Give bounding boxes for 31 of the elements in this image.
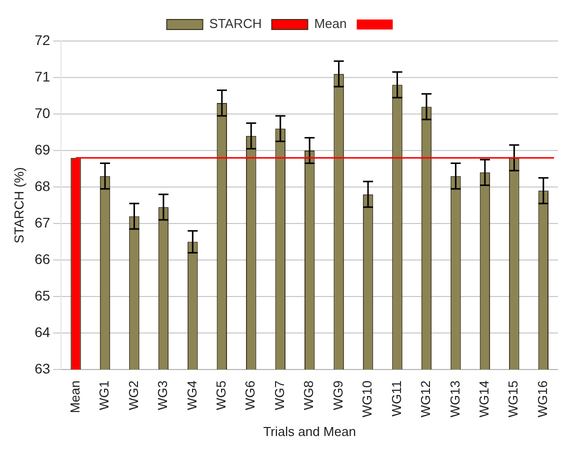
x-tick-label: WG4 bbox=[184, 380, 200, 410]
y-tick-label: 65 bbox=[34, 287, 50, 304]
x-tick-label: WG12 bbox=[418, 380, 434, 418]
x-tick-label: WG6 bbox=[242, 380, 258, 410]
y-tick-label: 63 bbox=[34, 360, 50, 376]
legend-label: STARCH bbox=[209, 16, 262, 32]
y-tick-label: 71 bbox=[34, 68, 50, 84]
x-tick-label: Mean bbox=[67, 380, 82, 414]
y-tick-label: 64 bbox=[34, 324, 50, 340]
x-tick-label: WG15 bbox=[506, 380, 521, 418]
x-tick-label: WG5 bbox=[213, 380, 228, 410]
y-tick-label: 67 bbox=[34, 214, 50, 230]
x-tick-label: WG8 bbox=[301, 380, 316, 410]
x-tick-label: WG2 bbox=[126, 380, 141, 410]
y-tick-label: 69 bbox=[34, 141, 50, 158]
x-tick-label: WG13 bbox=[447, 380, 462, 418]
x-tick-label: WG7 bbox=[272, 380, 287, 410]
x-tick-label: WG3 bbox=[155, 380, 170, 410]
x-tick-label: WG1 bbox=[96, 380, 112, 410]
y-axis-title: STARCH (%) bbox=[11, 167, 26, 244]
x-tick-label: WG10 bbox=[360, 380, 375, 418]
x-tick-label: WG16 bbox=[534, 380, 550, 418]
legend-label: Mean bbox=[314, 16, 347, 32]
y-tick-label: 66 bbox=[34, 250, 50, 267]
y-tick-label: 72 bbox=[34, 32, 50, 48]
x-tick-label: WG9 bbox=[330, 380, 346, 410]
x-tick-label: WG14 bbox=[476, 380, 492, 418]
y-tick-label: 70 bbox=[34, 104, 50, 121]
x-axis-title: Trials and Mean bbox=[263, 424, 356, 439]
y-tick-label: 68 bbox=[34, 178, 50, 194]
x-tick-label: WG11 bbox=[388, 380, 404, 416]
